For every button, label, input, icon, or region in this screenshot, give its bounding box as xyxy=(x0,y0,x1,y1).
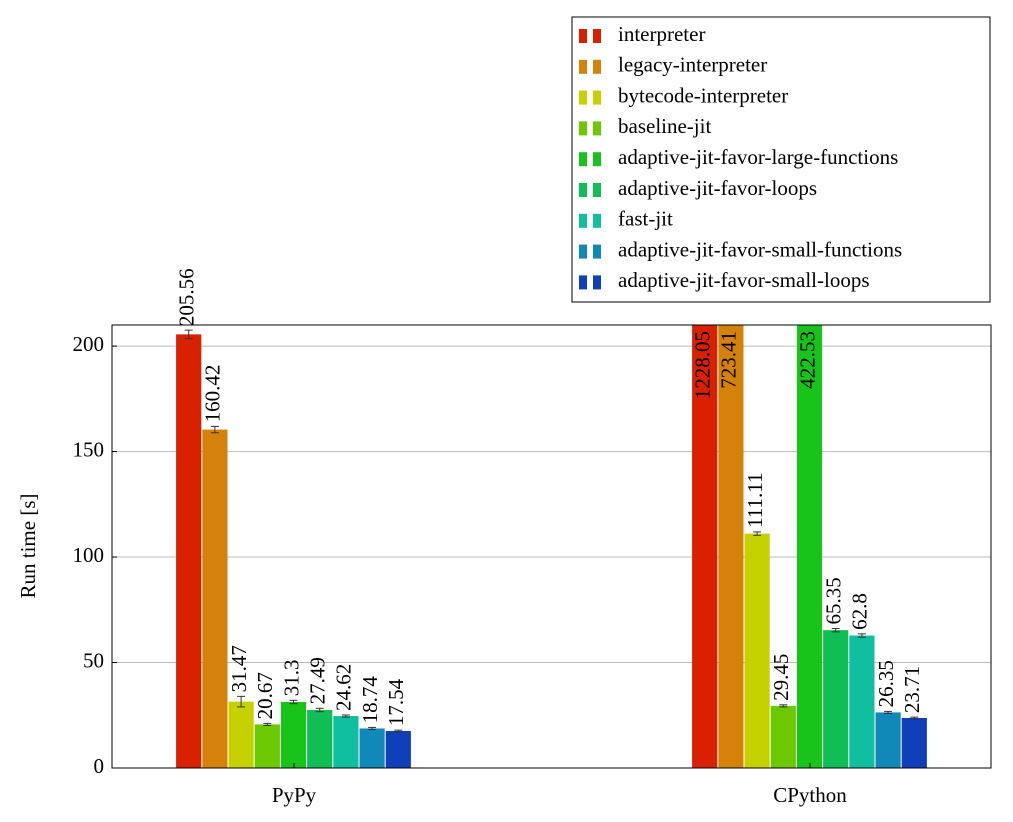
bar xyxy=(875,712,901,768)
bar xyxy=(770,705,796,768)
error-bar xyxy=(315,707,324,713)
legend-swatch xyxy=(579,244,587,259)
legend-swatch xyxy=(579,152,587,167)
legend-swatch xyxy=(593,213,601,228)
error-bar xyxy=(394,729,403,733)
legend-label: baseline-jit xyxy=(618,114,711,138)
legend-swatch xyxy=(579,275,587,290)
bar xyxy=(228,701,254,768)
bar xyxy=(280,701,307,768)
error-bar xyxy=(753,531,762,536)
value-label: 65.35 xyxy=(822,577,846,624)
value-label: 1228.05 xyxy=(691,331,715,399)
legend-label: fast-jit xyxy=(618,207,673,231)
y-tick-label: 200 xyxy=(73,332,105,356)
y-tick-label: 50 xyxy=(83,648,104,672)
value-label: 29.45 xyxy=(769,654,793,701)
bar xyxy=(718,325,744,768)
bar xyxy=(849,635,875,768)
legend-box xyxy=(571,16,991,303)
error-bar xyxy=(857,633,866,638)
y-tick-label: 0 xyxy=(94,754,105,778)
legend-swatch xyxy=(593,152,601,167)
y-tick-label: 150 xyxy=(73,437,105,461)
x-tick-label: PyPy xyxy=(272,783,317,807)
value-label: 160.42 xyxy=(201,365,225,423)
value-label: 31.47 xyxy=(227,645,251,692)
legend-swatch xyxy=(579,29,587,43)
y-tick-label: 100 xyxy=(73,543,105,567)
legend-label: adaptive-jit-favor-loops xyxy=(618,176,817,200)
bar xyxy=(176,334,202,768)
error-bar xyxy=(831,627,840,633)
legend-swatch xyxy=(593,59,601,74)
error-bar xyxy=(210,425,219,434)
bar xyxy=(901,717,927,768)
legend-swatch xyxy=(593,244,601,259)
legend-label: adaptive-jit-favor-large-functions xyxy=(618,145,898,169)
bar xyxy=(254,724,280,768)
value-label: 20.67 xyxy=(253,672,277,719)
error-bar xyxy=(184,329,193,340)
x-tick-label: CPython xyxy=(773,783,847,807)
bar xyxy=(744,533,770,768)
error-bar xyxy=(237,695,246,708)
value-label: 723.41 xyxy=(717,331,741,389)
legend-label: adaptive-jit-favor-small-functions xyxy=(618,237,902,261)
value-label: 111.11 xyxy=(743,473,767,528)
value-label: 62.8 xyxy=(848,593,872,630)
bar xyxy=(692,325,718,768)
legend-swatch xyxy=(593,29,601,43)
error-bar xyxy=(289,699,298,705)
legend-swatch xyxy=(579,213,587,228)
legend-swatch xyxy=(579,121,587,136)
bar xyxy=(333,716,359,768)
value-label: 23.71 xyxy=(900,666,924,713)
bar xyxy=(307,710,333,768)
legend-swatch xyxy=(593,275,601,290)
bar xyxy=(359,728,385,768)
value-label: 18.74 xyxy=(358,676,382,724)
legend-swatch xyxy=(593,90,601,105)
value-label: 31.3 xyxy=(279,660,303,697)
value-label: 17.54 xyxy=(384,678,408,726)
legend-swatch xyxy=(579,183,587,197)
legend-label: adaptive-jit-favor-small-loops xyxy=(618,268,870,292)
bar xyxy=(385,730,411,768)
legend-label: legacy-interpreter xyxy=(618,53,767,77)
value-label: 26.35 xyxy=(874,660,898,707)
plot-frame xyxy=(111,324,992,769)
error-bar xyxy=(884,710,893,714)
y-axis-label: Run time [s] xyxy=(16,494,40,599)
plot-bars xyxy=(176,325,927,768)
value-label: 422.53 xyxy=(795,331,819,389)
bar xyxy=(202,429,228,768)
value-label: 24.62 xyxy=(332,664,356,711)
bar xyxy=(796,325,823,768)
legend-swatch xyxy=(579,59,587,74)
legend-label: bytecode-interpreter xyxy=(618,83,788,107)
legend-swatch xyxy=(579,90,587,105)
legend-label: interpreter xyxy=(618,22,705,46)
error-bar xyxy=(263,722,272,726)
legend-swatch xyxy=(593,121,601,136)
legend-swatch xyxy=(593,183,601,197)
error-bar xyxy=(910,716,919,720)
error-bar xyxy=(368,726,377,731)
bar xyxy=(823,630,849,768)
error-bar xyxy=(779,704,788,708)
value-label: 205.56 xyxy=(175,268,199,326)
value-label: 27.49 xyxy=(306,657,330,704)
error-bar xyxy=(341,714,350,718)
